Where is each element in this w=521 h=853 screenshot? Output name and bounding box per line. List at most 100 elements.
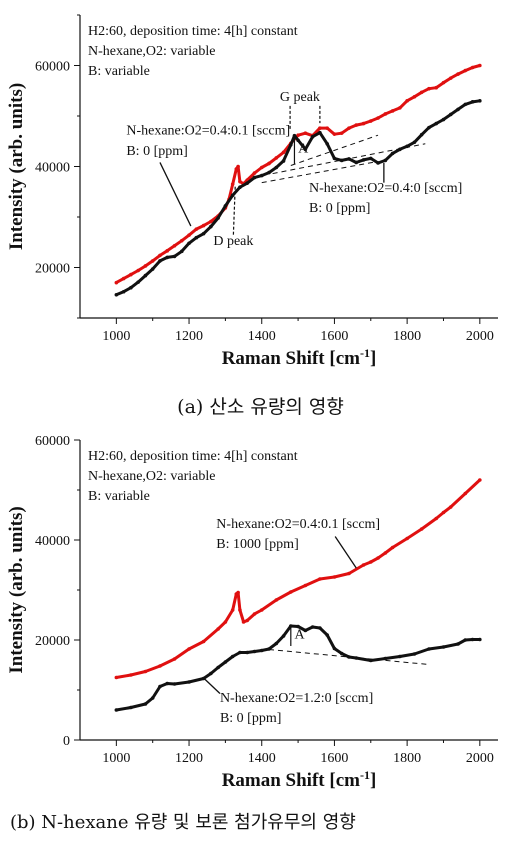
panel-b-y-tick-label: 20000	[35, 634, 70, 649]
panel-b-info-line: H2:60, deposition time: 4[h] constant	[88, 449, 298, 464]
panel-b-red-series-point	[274, 598, 279, 602]
panel-b-black-series-point	[478, 637, 482, 642]
panel-a-black-series-point	[361, 158, 366, 162]
panel-b-black-series-point	[252, 649, 257, 654]
panel-a-black-series-point	[187, 241, 191, 246]
panel-b-black-series-point	[114, 708, 119, 712]
panel-a-black-series-point	[143, 273, 148, 278]
panel-a-x-tick-label: 1400	[248, 329, 276, 344]
panel-a-black-series-point	[129, 285, 133, 290]
panel-b-red-series-point	[187, 647, 191, 651]
panel-a-black-series-line	[115, 99, 481, 297]
panel-b-black-series-point	[383, 656, 388, 661]
panel-a-red-series-point	[419, 90, 424, 95]
panel-b-y-axis-title: Intensity (arb. units)	[6, 506, 27, 673]
panel-a-red-series-point	[165, 249, 170, 253]
panel-b-black-series-point	[187, 680, 191, 684]
panel-a-red-series-point	[376, 116, 380, 120]
panel-b-black-series-point	[158, 684, 162, 689]
panel-b-x-tick-label: 1400	[248, 751, 276, 766]
panel-a-black-series-point	[150, 267, 155, 271]
a-baseline-2	[261, 160, 379, 184]
panel-b-black-series-point	[339, 651, 344, 656]
panel-b-black-series-point	[354, 656, 359, 660]
panel-b-y-tick-label: 60000	[35, 434, 70, 449]
panel-a-red-series-point	[150, 259, 155, 263]
caption-a: (a) 산소 유량의 영향	[177, 396, 344, 418]
panel-b-x-tick-label: 1600	[320, 751, 348, 766]
panel-a-black-series-point	[289, 142, 293, 147]
b-red-label-arrow	[334, 536, 357, 569]
panel-a-red-series-point	[325, 126, 329, 130]
panel-a-red-series-point	[405, 99, 409, 103]
panel-a-x-tick-label: 2000	[466, 329, 494, 344]
panel-a-black-series-point	[274, 165, 279, 170]
panel-a-black-series-point	[209, 224, 213, 229]
panel-b-x-tick-label: 1000	[102, 751, 130, 766]
panel-b-red-series-point	[289, 590, 293, 594]
panel-a-info-line: B: variable	[88, 64, 150, 79]
panel-a-red-series-point	[470, 65, 475, 70]
panel-a-black-series-point	[165, 255, 170, 260]
panel-a-red-series-point	[129, 272, 133, 277]
panel-a-black-series-point	[230, 193, 235, 198]
panel-b-red-series-point	[201, 639, 206, 644]
panel-a-black-series-point	[332, 156, 337, 161]
a-a-label: A	[298, 141, 309, 156]
panel-a-red-series-point	[347, 126, 351, 130]
panel-a-x-tick-label: 1200	[175, 329, 203, 344]
panel-b-red-series-point	[230, 608, 235, 612]
panel-a-black-series-point	[470, 100, 475, 104]
panel-b-black-series-point	[267, 647, 271, 651]
panel-a-red-series-point	[172, 243, 177, 248]
panel-b-red-series-point	[172, 657, 177, 661]
panel-b-black-series-point	[281, 634, 286, 638]
panel-b-red-series-point	[405, 536, 409, 541]
panel-a-red-series-point	[339, 131, 344, 135]
panel-a-black-series-point	[296, 138, 300, 143]
panel-a-red-series-point	[427, 86, 431, 91]
panel-a-info-line: N-hexane,O2: variable	[88, 44, 216, 59]
panel-a-black-series-point	[172, 254, 177, 259]
panel-a-black-series-point	[318, 130, 322, 135]
panel-b-black-series-point	[289, 624, 293, 628]
panel-a-black-series-point	[259, 173, 264, 178]
panel-b-x-axis-title: Raman Shift [cm-1]	[222, 768, 377, 791]
panel-b-black-series-point	[470, 637, 475, 642]
panel-a-red-series-point	[448, 76, 453, 80]
panel-a-red-series-point	[354, 123, 359, 127]
panel-b-red-series-point	[419, 527, 424, 531]
panel-b-black-series-point	[463, 638, 468, 642]
panel-a-black-series-point	[390, 151, 395, 156]
a-baseline-1	[272, 143, 426, 175]
a-black-label-line1: N-hexane:O2=0.4:0 [sccm]	[309, 181, 462, 196]
panel-a-black-series-point	[368, 156, 373, 161]
panel-b-black-series-point	[209, 671, 213, 676]
panel-a-red-series-point	[194, 227, 199, 231]
panel-b-black-series-point	[143, 702, 148, 706]
panel-b-red-series-point	[158, 664, 162, 668]
panel-b-red-series-point	[478, 478, 482, 482]
panel-b-red-series-point	[383, 551, 388, 555]
panel-a-red-series-point	[230, 182, 235, 186]
panel-b-red-series-point	[223, 620, 228, 624]
panel-a-red-series-point	[252, 171, 257, 175]
panel-b-red-series-point	[303, 583, 308, 588]
panel-a-x-tick-label: 1800	[393, 329, 421, 344]
panel-a-red-series-point	[234, 167, 239, 171]
panel-b-red-series-point	[245, 618, 249, 623]
panel-b-red-series-point	[332, 575, 337, 579]
panel-a-red-series-point	[187, 233, 191, 237]
panel-a-black-series-point	[194, 235, 199, 240]
panel-a-black-series-point	[179, 249, 184, 254]
panel-a-x-tick-label: 1000	[102, 329, 130, 344]
panel-a-black-series-point	[339, 158, 344, 163]
panel-a-black-series-point	[354, 160, 359, 165]
panel-b-black-series-point	[296, 624, 300, 629]
panel-a-black-series-point	[347, 157, 351, 161]
panel-b-black-series-point	[172, 682, 177, 686]
b-black-label-line1: N-hexane:O2=1.2:0 [sccm]	[220, 691, 373, 706]
panel-b-red-series-point	[114, 675, 119, 680]
panel-a-x-tick-label: 1600	[320, 329, 348, 344]
b-red-label-line2: B: 1000 [ppm]	[216, 537, 298, 552]
